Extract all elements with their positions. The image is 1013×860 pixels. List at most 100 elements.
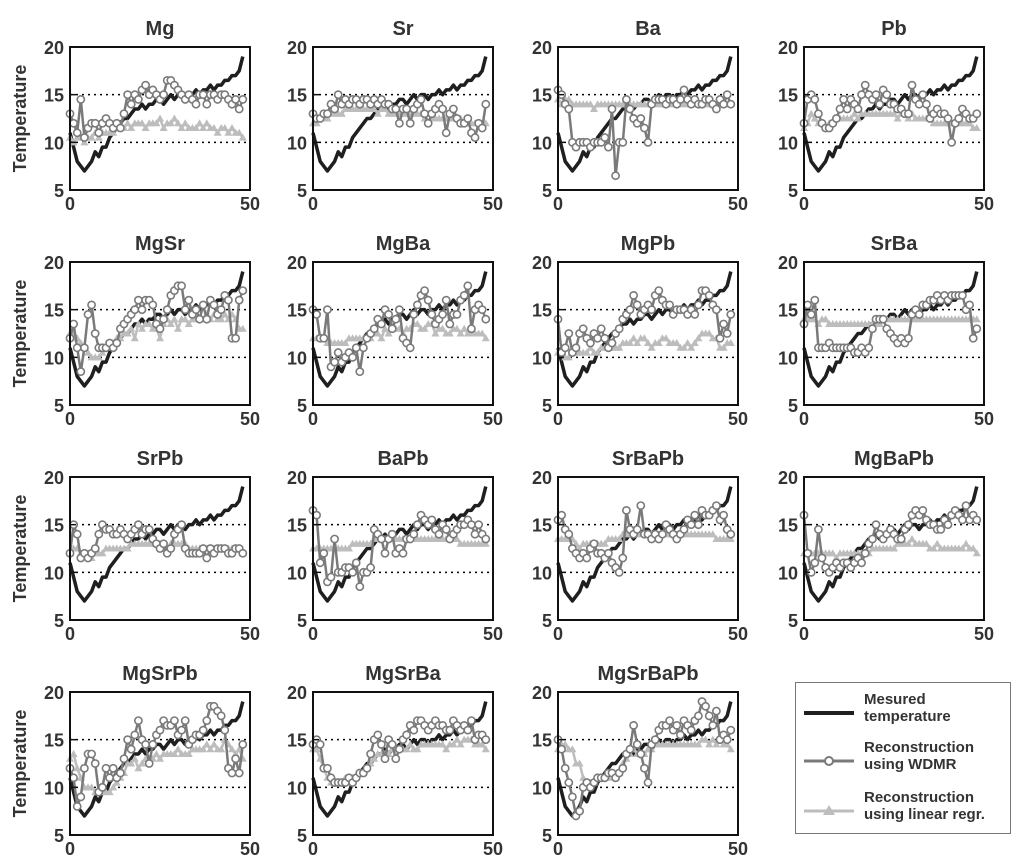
y-tick-label: 15: [44, 301, 64, 321]
y-tick-label: 15: [44, 516, 64, 536]
panel-title: Ba: [635, 18, 661, 40]
point-wdmr: [409, 529, 419, 539]
point-wdmr: [216, 305, 226, 315]
point-linear: [904, 539, 913, 547]
panel-srbapb: SrBaPb 5 10 15 20 0 50: [532, 448, 748, 644]
x-tick-label: 0: [799, 624, 809, 644]
point-wdmr: [654, 286, 664, 295]
point-wdmr: [965, 300, 974, 310]
point-linear: [381, 324, 389, 332]
point-linear: [807, 109, 816, 117]
x-tick-label: 50: [240, 624, 260, 644]
point-linear: [156, 754, 164, 762]
point-linear: [98, 549, 107, 557]
point-wdmr: [679, 525, 689, 534]
point-wdmr: [319, 548, 329, 558]
point-linear: [312, 745, 321, 753]
point-linear: [615, 534, 624, 542]
point-linear: [184, 749, 193, 757]
point-wdmr: [387, 740, 397, 749]
point-wdmr: [607, 104, 617, 114]
x-tick-label: 50: [240, 409, 260, 429]
point-wdmr: [715, 333, 725, 343]
point-wdmr: [108, 763, 118, 773]
point-wdmr: [216, 711, 226, 721]
point-wdmr: [625, 104, 635, 114]
point-linear: [123, 544, 132, 552]
point-wdmr: [351, 558, 361, 568]
point-wdmr: [380, 548, 390, 558]
point-wdmr: [690, 310, 700, 319]
point-linear: [705, 740, 714, 748]
point-wdmr: [155, 324, 165, 334]
y-tick-label: 15: [287, 731, 307, 751]
axes-frame: [69, 691, 251, 836]
point-wdmr: [322, 763, 332, 773]
point-wdmr: [857, 90, 866, 100]
axes-frame: [69, 261, 251, 406]
point-wdmr: [712, 501, 721, 510]
point-wdmr: [961, 501, 971, 510]
point-wdmr: [394, 305, 404, 315]
point-wdmr: [330, 357, 339, 367]
point-wdmr: [481, 735, 491, 745]
point-wdmr: [864, 343, 874, 353]
point-wdmr: [427, 515, 437, 525]
point-wdmr: [319, 333, 329, 343]
point-wdmr: [133, 295, 143, 305]
point-linear: [629, 334, 638, 342]
point-wdmr: [722, 90, 732, 100]
panel-title: SrPb: [137, 448, 184, 470]
point-wdmr: [126, 744, 136, 754]
y-tick-label: 10: [532, 778, 552, 798]
y-tick-label: 20: [532, 468, 552, 488]
point-wdmr: [133, 716, 143, 725]
point-wdmr: [814, 525, 823, 534]
y-tick-label: 10: [287, 133, 307, 153]
point-wdmr: [198, 725, 208, 735]
y-tick-label: 20: [532, 253, 552, 273]
point-wdmr: [868, 324, 877, 334]
x-tick-label: 50: [483, 194, 503, 214]
x-tick-label: 0: [308, 409, 318, 429]
y-axis-label: Temperature: [10, 280, 30, 388]
point-wdmr: [810, 95, 820, 104]
point-wdmr: [560, 343, 570, 353]
panel-srba: SrBa 5 10 15 20 0 50: [778, 233, 994, 429]
point-linear: [195, 119, 204, 127]
y-tick-label: 5: [297, 181, 307, 201]
axes-frame: [557, 691, 739, 836]
point-linear: [73, 764, 82, 772]
point-wdmr: [133, 95, 143, 104]
point-wdmr: [625, 305, 635, 315]
x-tick-label: 50: [974, 194, 994, 214]
point-linear: [199, 745, 208, 753]
point-wdmr: [162, 305, 172, 315]
y-tick-label: 20: [44, 683, 64, 703]
point-linear: [127, 124, 136, 132]
point-linear: [962, 539, 970, 547]
y-tick-label: 15: [532, 516, 552, 536]
point-wdmr: [918, 505, 928, 515]
point-wdmr: [564, 529, 574, 539]
point-linear: [134, 319, 143, 327]
x-tick-label: 50: [728, 409, 748, 429]
y-tick-label: 10: [44, 348, 64, 368]
point-wdmr: [366, 749, 375, 759]
point-linear: [177, 124, 186, 132]
point-wdmr: [643, 778, 653, 787]
x-tick-label: 0: [308, 194, 318, 214]
point-wdmr: [474, 520, 483, 530]
point-wdmr: [101, 763, 111, 773]
point-wdmr: [481, 99, 491, 109]
point-wdmr: [333, 90, 343, 100]
point-wdmr: [141, 80, 150, 90]
point-linear: [174, 119, 182, 127]
point-linear: [908, 534, 916, 542]
point-wdmr: [312, 510, 321, 520]
point-linear: [413, 745, 422, 753]
y-tick-label: 5: [542, 396, 552, 416]
point-wdmr: [191, 305, 201, 315]
series-line-measured: [802, 56, 979, 173]
x-tick-label: 0: [65, 839, 75, 859]
